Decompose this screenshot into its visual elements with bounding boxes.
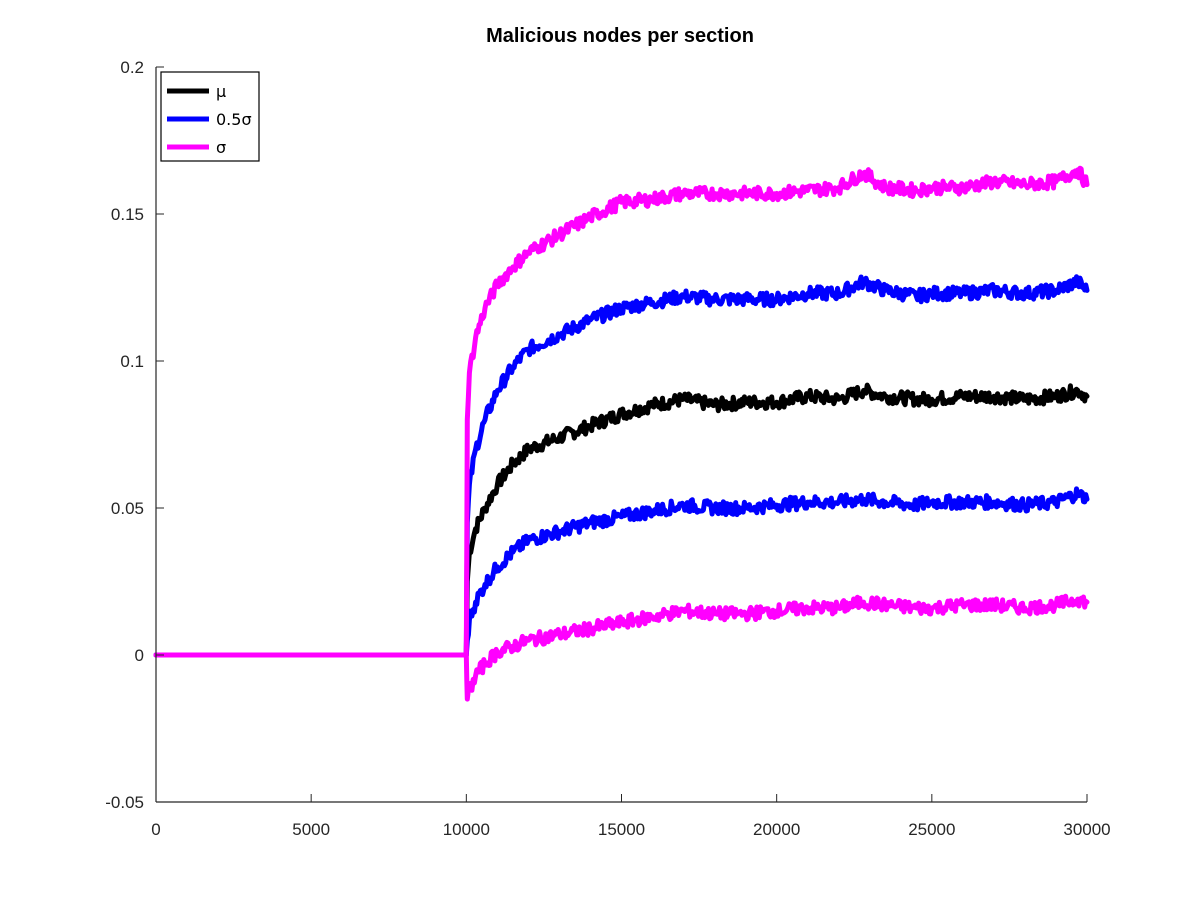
y-tick-label: 0.05 xyxy=(111,499,144,518)
legend-label: σ xyxy=(216,138,226,157)
y-tick-label: -0.05 xyxy=(105,793,144,812)
x-tick-label: 20000 xyxy=(753,820,800,839)
y-tick-label: 0.1 xyxy=(120,352,144,371)
y-tick-label: 0 xyxy=(135,646,144,665)
series-layer xyxy=(153,165,1090,702)
chart-title: Malicious nodes per section xyxy=(486,25,754,47)
y-tick-label: 0.15 xyxy=(111,205,144,224)
legend-label: μ xyxy=(216,82,226,101)
legend: μ 0.5σ σ xyxy=(160,71,260,162)
series-line-1 xyxy=(153,274,1090,658)
y-tick-label: 0.2 xyxy=(120,58,144,77)
series-line-4 xyxy=(153,593,1090,702)
legend-label: 0.5σ xyxy=(216,110,252,129)
series-line-3 xyxy=(153,165,1090,658)
x-tick-label: 5000 xyxy=(292,820,330,839)
series-line-0 xyxy=(153,382,1090,658)
x-tick-label: 15000 xyxy=(598,820,645,839)
series-line-2 xyxy=(153,486,1090,658)
x-tick-label: 30000 xyxy=(1063,820,1110,839)
axes-layer: 0 5000 10000 15000 20000 25000 30000 -0.05 0 0.05… xyxy=(105,58,1110,839)
x-tick-label: 10000 xyxy=(443,820,490,839)
x-tick-label: 25000 xyxy=(908,820,955,839)
x-tick-label: 0 xyxy=(151,820,160,839)
